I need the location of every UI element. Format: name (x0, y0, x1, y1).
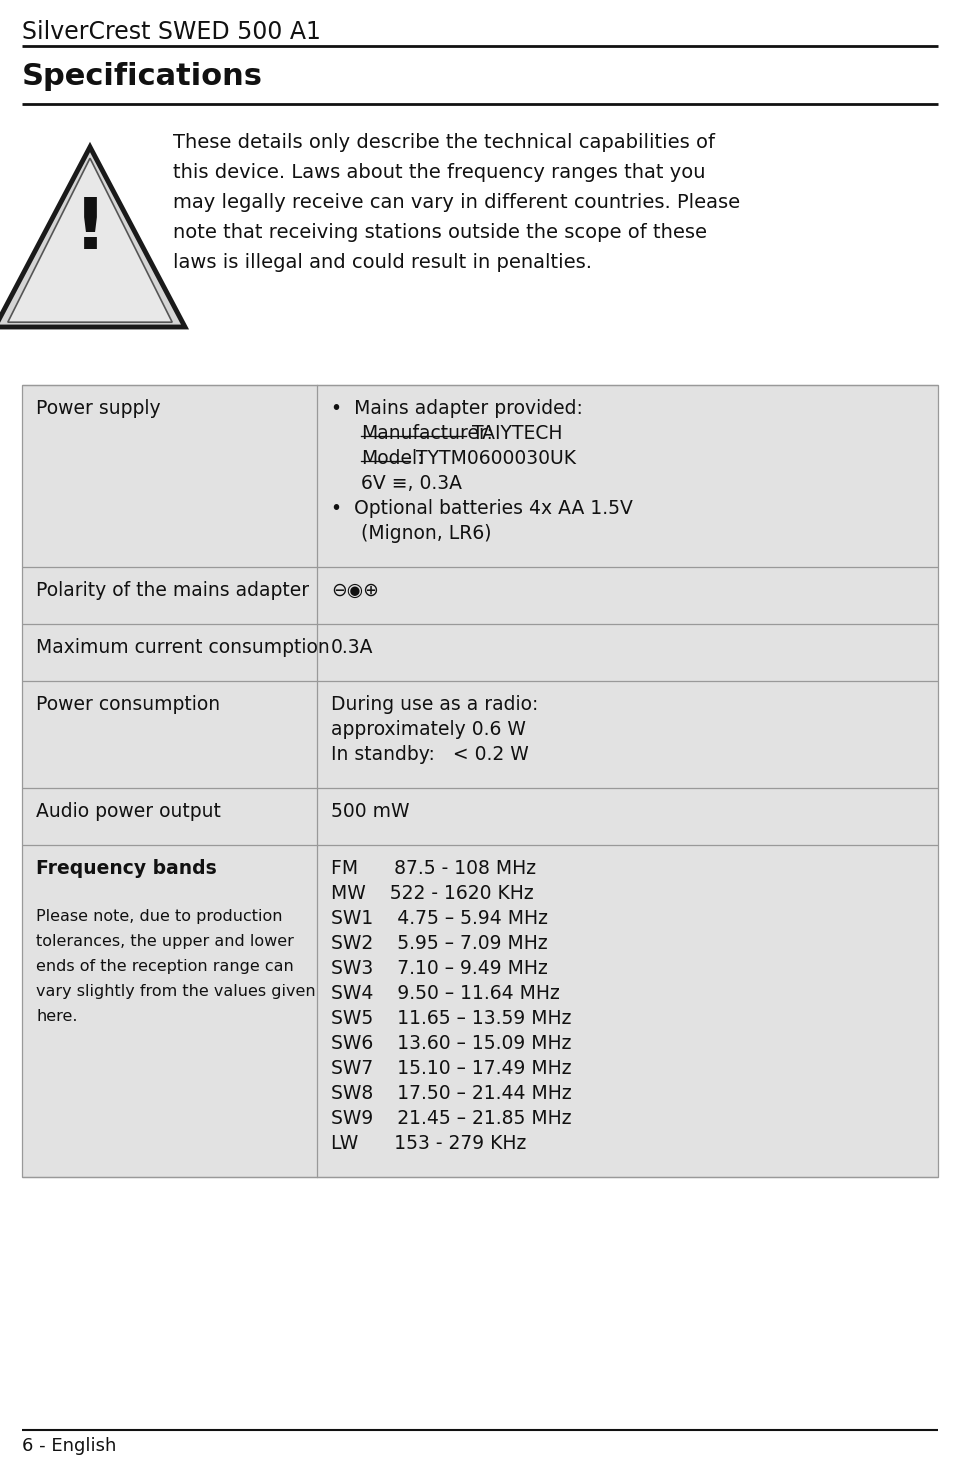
Bar (22, 789, 938, 846)
Text: Power consumption: Power consumption (36, 695, 220, 714)
Text: ends of the reception range can: ends of the reception range can (36, 960, 294, 974)
Text: this device. Laws about the frequency ranges that you: this device. Laws about the frequency ra… (173, 162, 706, 181)
Text: SW5    11.65 – 13.59 MHz: SW5 11.65 – 13.59 MHz (331, 1009, 571, 1028)
Text: SW9    21.45 – 21.85 MHz: SW9 21.45 – 21.85 MHz (331, 1109, 571, 1128)
Text: •  Optional batteries 4x AA 1.5V: • Optional batteries 4x AA 1.5V (331, 499, 633, 518)
Text: vary slightly from the values given: vary slightly from the values given (36, 985, 316, 999)
Text: 6V ≡, 0.3A: 6V ≡, 0.3A (361, 474, 462, 493)
Text: SW7    15.10 – 17.49 MHz: SW7 15.10 – 17.49 MHz (331, 1059, 571, 1078)
Text: These details only describe the technical capabilities of: These details only describe the technica… (173, 133, 715, 152)
Text: tolerances, the upper and lower: tolerances, the upper and lower (36, 933, 294, 949)
Polygon shape (8, 158, 172, 322)
Text: Frequency bands: Frequency bands (36, 859, 217, 878)
Text: TYTM0600030UK: TYTM0600030UK (410, 449, 576, 468)
Text: Polarity of the mains adapter: Polarity of the mains adapter (36, 581, 309, 600)
Text: !: ! (74, 195, 107, 263)
Text: •  Mains adapter provided:: • Mains adapter provided: (331, 399, 583, 418)
Text: 0.3A: 0.3A (331, 638, 373, 657)
Text: here.: here. (36, 1009, 78, 1024)
Bar (22, 680, 938, 789)
Text: TAIYTECH: TAIYTECH (467, 424, 563, 443)
Text: SW8    17.50 – 21.44 MHz: SW8 17.50 – 21.44 MHz (331, 1084, 571, 1103)
Bar (22, 385, 938, 568)
Text: MW    522 - 1620 KHz: MW 522 - 1620 KHz (331, 884, 534, 903)
Text: (Mignon, LR6): (Mignon, LR6) (361, 524, 492, 543)
Text: laws is illegal and could result in penalties.: laws is illegal and could result in pena… (173, 253, 592, 272)
Bar (22, 846, 938, 1178)
Bar (22, 568, 938, 625)
Text: LW      153 - 279 KHz: LW 153 - 279 KHz (331, 1134, 526, 1153)
Text: SilverCrest SWED 500 A1: SilverCrest SWED 500 A1 (22, 20, 321, 44)
Polygon shape (0, 146, 185, 328)
Text: 500 mW: 500 mW (331, 802, 410, 821)
Text: Maximum current consumption: Maximum current consumption (36, 638, 329, 657)
Text: SW4    9.50 – 11.64 MHz: SW4 9.50 – 11.64 MHz (331, 985, 560, 1004)
Text: SW1    4.75 – 5.94 MHz: SW1 4.75 – 5.94 MHz (331, 909, 548, 928)
Text: SW2    5.95 – 7.09 MHz: SW2 5.95 – 7.09 MHz (331, 933, 547, 952)
Text: Specifications: Specifications (22, 61, 263, 91)
Bar (22, 385, 938, 1178)
Text: Power supply: Power supply (36, 399, 160, 418)
Text: During use as a radio:: During use as a radio: (331, 695, 539, 714)
Text: SW6    13.60 – 15.09 MHz: SW6 13.60 – 15.09 MHz (331, 1034, 571, 1053)
Text: Model:: Model: (361, 449, 423, 468)
Text: approximately 0.6 W: approximately 0.6 W (331, 720, 526, 739)
Text: FM      87.5 - 108 MHz: FM 87.5 - 108 MHz (331, 859, 536, 878)
Text: note that receiving stations outside the scope of these: note that receiving stations outside the… (173, 222, 707, 241)
Text: Audio power output: Audio power output (36, 802, 221, 821)
Text: Please note, due to production: Please note, due to production (36, 909, 282, 925)
Bar (22, 625, 938, 680)
Text: Manufacturer:: Manufacturer: (361, 424, 492, 443)
Text: In standby:   < 0.2 W: In standby: < 0.2 W (331, 745, 529, 764)
Text: ⊖◉⊕: ⊖◉⊕ (331, 581, 379, 600)
Text: may legally receive can vary in different countries. Please: may legally receive can vary in differen… (173, 193, 740, 212)
Text: SW3    7.10 – 9.49 MHz: SW3 7.10 – 9.49 MHz (331, 960, 548, 977)
Text: 6 - English: 6 - English (22, 1437, 116, 1456)
